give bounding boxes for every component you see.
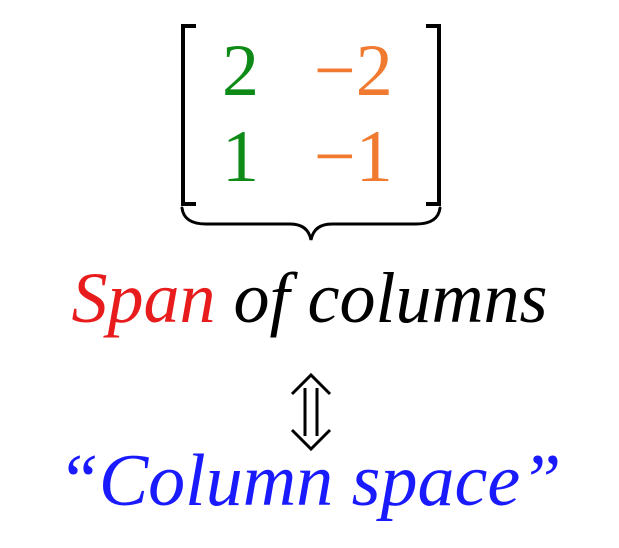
of-columns-text: of columns	[233, 258, 548, 338]
underbrace	[180, 206, 442, 241]
right-bracket	[426, 24, 441, 206]
matrix-entry-r1c1: 2	[222, 30, 259, 112]
span-word: Span	[71, 258, 216, 338]
matrix-entry-r2c1: 1	[222, 116, 259, 198]
column-space-label: “Column space”	[57, 440, 562, 522]
equivalence-arrow-icon	[290, 372, 332, 452]
left-bracket	[181, 24, 196, 206]
matrix-entry-r2c2: −1	[314, 116, 393, 198]
span-of-columns-caption: Span of columns	[0, 262, 619, 334]
matrix-entry-r1c2: −2	[314, 30, 393, 112]
matrix: 2 −2 1 −1	[180, 24, 442, 206]
